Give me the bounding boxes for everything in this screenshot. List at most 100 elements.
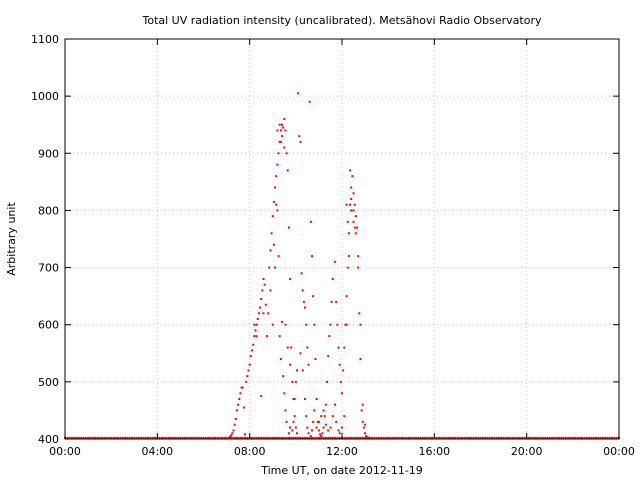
data-point — [417, 436, 420, 439]
data-point — [80, 436, 83, 439]
data-point — [338, 363, 341, 366]
data-point — [389, 436, 392, 439]
data-point — [396, 436, 399, 439]
data-point — [306, 346, 309, 349]
data-point — [260, 395, 263, 398]
data-point — [339, 380, 342, 383]
data-point — [456, 436, 459, 439]
data-point — [255, 335, 258, 338]
data-point — [470, 436, 473, 439]
data-point — [289, 278, 292, 280]
data-point — [357, 266, 360, 269]
data-point — [504, 436, 507, 439]
data-point — [250, 436, 253, 439]
data-point — [557, 436, 560, 439]
data-point — [276, 129, 279, 132]
data-point — [284, 129, 287, 132]
data-point — [271, 323, 274, 326]
data-point — [368, 436, 371, 439]
data-point — [323, 415, 326, 418]
data-point — [237, 403, 240, 406]
data-point — [551, 436, 554, 439]
data-point — [274, 436, 277, 439]
data-point — [229, 435, 232, 438]
data-point — [362, 426, 365, 429]
data-point — [403, 436, 406, 439]
data-point — [342, 369, 345, 372]
data-point — [560, 436, 563, 439]
data-point — [608, 436, 611, 439]
data-point — [359, 358, 362, 360]
data-point — [447, 436, 450, 439]
data-point — [507, 436, 510, 439]
data-point — [231, 432, 234, 435]
y-tick-label: 1100 — [31, 33, 59, 46]
data-point — [110, 436, 113, 439]
data-point — [352, 436, 355, 439]
data-point — [268, 266, 271, 269]
data-point — [497, 436, 500, 439]
data-point — [352, 209, 355, 212]
data-point — [424, 436, 427, 439]
data-point — [293, 398, 296, 400]
data-point — [349, 203, 352, 206]
data-point — [121, 436, 124, 439]
data-point — [68, 436, 71, 439]
data-point — [287, 226, 290, 229]
data-point — [306, 426, 309, 429]
data-point — [275, 175, 278, 178]
data-point — [278, 140, 281, 143]
data-point — [328, 335, 331, 338]
data-point — [594, 436, 597, 439]
data-point — [174, 436, 177, 439]
data-point — [158, 436, 161, 439]
data-point — [308, 100, 311, 103]
data-point — [287, 436, 290, 439]
data-point — [163, 436, 166, 439]
data-point — [341, 392, 343, 395]
data-point — [272, 200, 275, 203]
data-point — [431, 436, 434, 439]
data-point — [264, 303, 267, 306]
data-point — [336, 436, 339, 439]
data-point — [234, 418, 237, 420]
data-point — [87, 436, 90, 439]
data-point — [350, 209, 353, 212]
data-point — [246, 375, 249, 378]
data-point — [606, 436, 609, 439]
data-point — [119, 436, 122, 439]
data-point — [442, 436, 445, 439]
data-point — [375, 436, 378, 439]
data-point — [280, 123, 283, 126]
data-point — [202, 436, 205, 439]
data-point — [324, 423, 327, 426]
data-point — [130, 436, 133, 439]
data-point — [70, 436, 73, 439]
data-point — [299, 436, 302, 439]
data-point — [405, 436, 408, 439]
data-point — [541, 436, 544, 439]
data-point — [232, 436, 235, 439]
data-point — [285, 436, 288, 439]
data-point — [160, 436, 163, 439]
data-point — [325, 380, 328, 383]
data-point — [302, 300, 305, 303]
data-point — [527, 436, 530, 439]
data-point — [305, 415, 308, 418]
data-point — [336, 323, 339, 326]
data-point — [200, 436, 203, 439]
data-point — [232, 429, 235, 432]
data-point — [539, 436, 542, 439]
data-point — [290, 436, 293, 439]
y-tick-label: 900 — [38, 147, 59, 160]
x-tick-label: 04:00 — [141, 445, 173, 458]
data-point — [294, 426, 297, 429]
data-point — [361, 403, 364, 406]
data-point — [253, 335, 256, 338]
data-point — [308, 436, 311, 439]
data-point — [184, 436, 187, 439]
data-point — [481, 436, 484, 439]
data-point — [357, 436, 360, 439]
data-point — [353, 226, 356, 229]
